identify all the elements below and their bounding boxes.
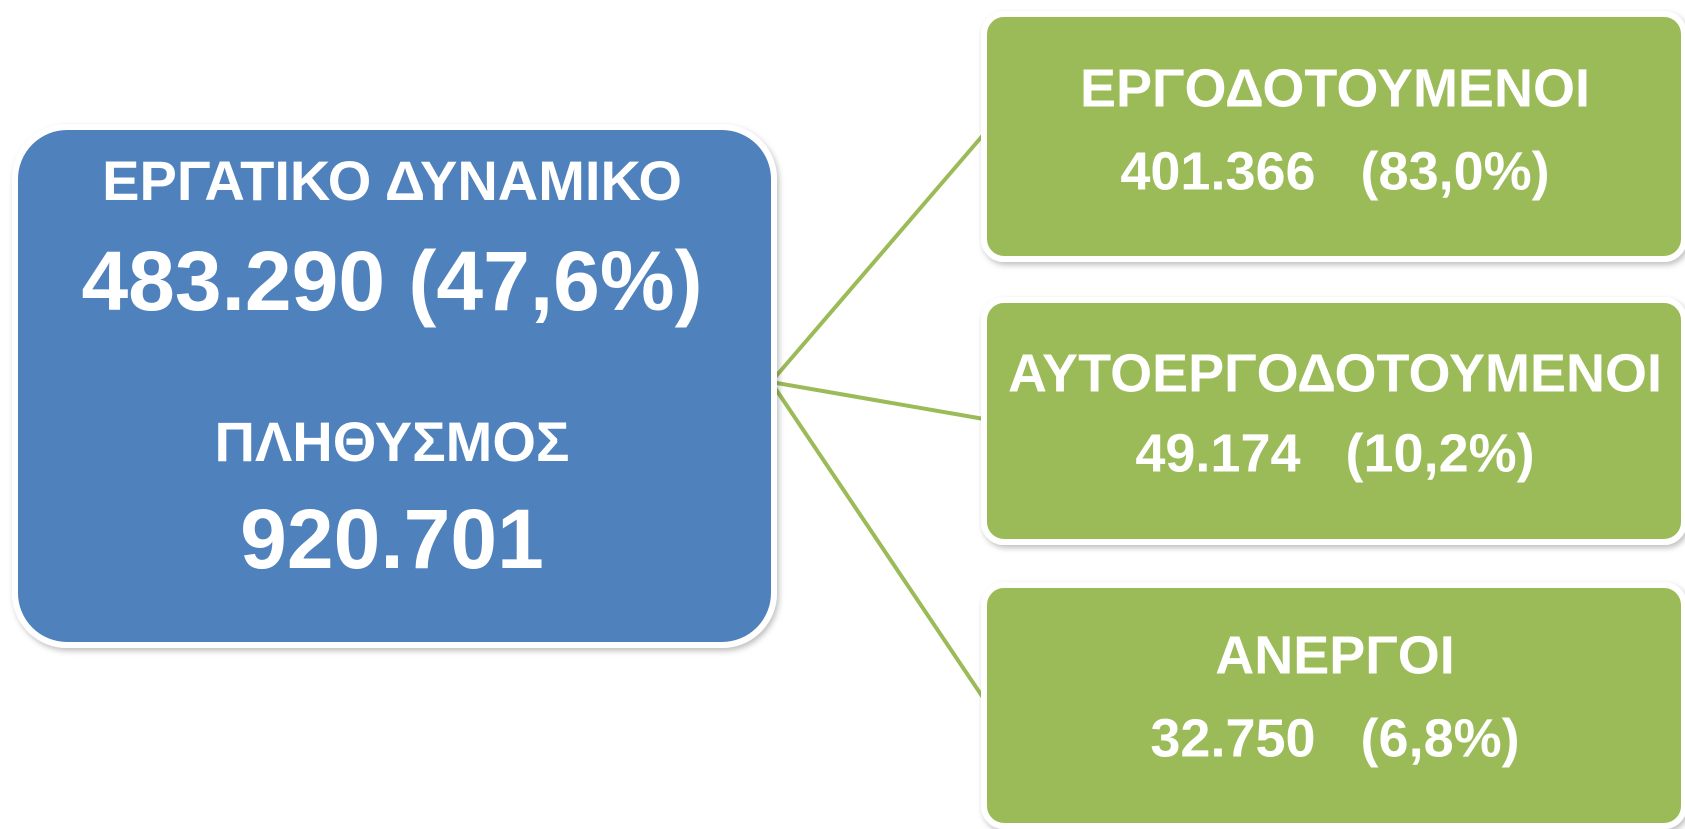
node-box (981, 11, 1685, 262)
connectors (769, 132, 986, 701)
population-value: 920.701 (240, 492, 544, 586)
node-box (981, 297, 1685, 545)
connector (770, 380, 985, 421)
root-label: ΕΡΓΑΤΙΚΟ ΔΥΝΑΜΙΚΟ (102, 149, 682, 212)
node-value: 49.174 (10,2%) (1135, 423, 1534, 483)
population-label: ΠΛΗΘΥΣΜΟΣ (214, 410, 569, 473)
node-label: ΑΝΕΡΓΟΙ (1215, 625, 1455, 685)
connector (769, 132, 986, 384)
node-label: ΑΥΤΟΕΡΓΟΔΟΤΟΥΜΕΝΟΙ (1008, 343, 1662, 403)
root-value: 483.290 (47,6%) (81, 234, 702, 328)
node-label: ΕΡΓΟΔΟΤΟΥΜΕΝΟΙ (1080, 58, 1590, 118)
node-box (981, 582, 1685, 829)
root-box (12, 124, 777, 648)
node-value: 32.750 (6,8%) (1150, 708, 1519, 768)
node-value: 401.366 (83,0%) (1120, 141, 1549, 201)
connector (769, 380, 986, 701)
